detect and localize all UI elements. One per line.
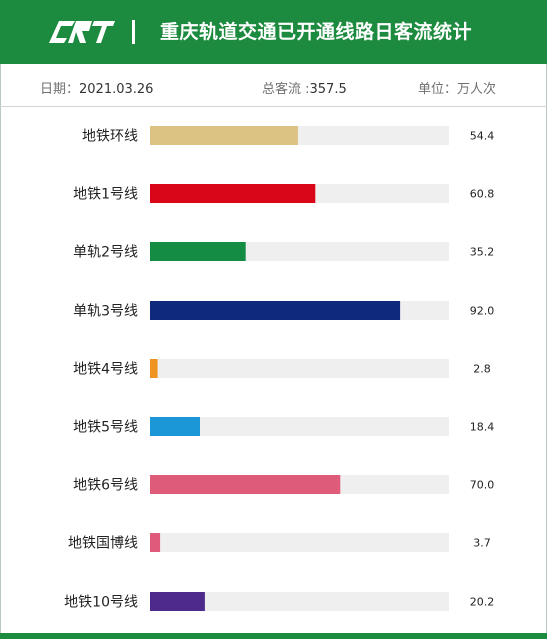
category-label: 地铁5号线 [73,420,138,436]
category-label: 单轨3号线 [73,304,138,320]
category-label: 地铁1号线 [73,187,138,203]
unit-value: 万人次 [457,82,497,97]
date-label: 日期： [40,82,80,97]
divider-line [0,106,547,107]
date-info: 日期：2021.03.26 [40,78,153,97]
category-label: 单轨2号线 [73,245,138,261]
bar [150,592,205,611]
category-label: 地铁10号线 [64,595,138,611]
bar [150,184,316,203]
bar-track [150,592,449,611]
total-value: 357.5 [309,82,347,97]
category-label: 地铁国博线 [68,535,138,552]
bar [150,417,200,436]
bar-track [150,533,449,552]
bar-track [150,417,449,436]
bar [150,533,161,552]
bottom-accent-bar [0,633,547,639]
header-bar: 重庆轨道交通已开通线路日客流统计 [0,0,547,64]
value-label: 18.4 [470,421,495,434]
value-label: 70.0 [470,479,495,492]
value-label: 60.8 [470,188,495,201]
total-info: 总客流 :357.5 [262,78,347,97]
value-label: 35.2 [470,246,495,259]
value-label: 2.8 [473,363,491,376]
bar [150,242,246,261]
bar-track [150,359,449,378]
bar [150,475,341,494]
crt-logo [49,21,115,43]
value-label: 20.2 [470,596,495,609]
value-label: 3.7 [473,537,491,550]
category-label: 地铁环线 [82,129,138,145]
value-label: 54.4 [470,130,495,143]
header-separator [132,20,135,44]
unit-label: 单位： [418,82,458,97]
page-title: 重庆轨道交通已开通线路日客流统计 [160,21,473,43]
date-value: 2021.03.26 [79,82,154,97]
category-label: 地铁4号线 [73,362,138,378]
category-label: 地铁6号线 [73,478,138,494]
bar [150,301,401,320]
bar [150,359,158,378]
info-row: 日期：2021.03.26 总客流 :357.5 单位：万人次 [0,64,547,104]
value-label: 92.0 [470,305,495,318]
unit-info: 单位：万人次 [418,78,496,97]
total-label: 总客流 : [262,82,310,97]
bar [150,126,298,145]
